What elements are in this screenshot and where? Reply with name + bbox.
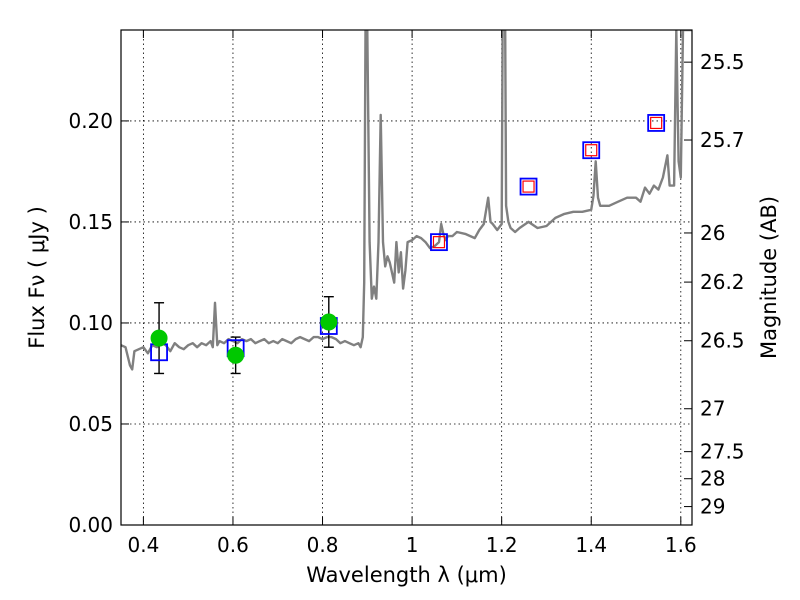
- y-tick-label: 0.10: [68, 311, 113, 335]
- x-tick-label: 1.2: [486, 533, 518, 557]
- y-tick-label: 0.05: [68, 412, 113, 436]
- magnitude-axis-label: Magnitude (AB): [757, 196, 781, 359]
- x-tick-label: 0.8: [307, 533, 339, 557]
- magnitude-tick-label: 25.5: [700, 50, 745, 74]
- spectrum-line: [121, 30, 692, 371]
- y-tick-label: 0.15: [68, 210, 113, 234]
- model-blue-square: [430, 233, 448, 252]
- y-axis-label: Flux Fν ( μJy ): [25, 206, 49, 349]
- x-tick-label: 0.6: [217, 533, 249, 557]
- observed-point: [150, 329, 168, 347]
- x-tick-label: 1.4: [575, 533, 607, 557]
- model-red-square: [650, 116, 663, 130]
- x-tick-label: 0.4: [127, 533, 159, 557]
- plot-frame: [120, 29, 693, 526]
- magnitude-tick-label: 26.2: [700, 270, 745, 294]
- magnitude-tick-label: 26.5: [700, 329, 745, 353]
- y-tick-label: 0.00: [68, 513, 113, 537]
- magnitude-tick-label: 27.5: [700, 440, 745, 464]
- x-tick-label: 1.6: [665, 533, 697, 557]
- model-red-square: [432, 236, 446, 249]
- model-blue-square: [519, 177, 538, 196]
- x-tick-label: 1: [406, 533, 419, 557]
- x-axis-label: Wavelength λ (μm): [306, 563, 507, 587]
- magnitude-tick-label: 28: [700, 467, 725, 491]
- magnitude-tick-label: 26: [700, 221, 725, 245]
- magnitude-tick-label: 25.7: [700, 128, 745, 152]
- grid-lines: [121, 30, 692, 526]
- magnitude-tick-label: 29: [700, 495, 725, 519]
- photometry-layer: [150, 114, 666, 375]
- observed-point: [227, 346, 245, 364]
- model-blue-square: [582, 141, 601, 160]
- observed-point: [320, 313, 338, 331]
- magnitude-tick-label: 27: [700, 397, 725, 421]
- spectrum-layer: [121, 30, 692, 371]
- y-tick-label: 0.20: [68, 109, 113, 133]
- model-red-square: [585, 144, 598, 157]
- model-blue-square: [647, 114, 666, 132]
- axis-ticks: 0.4 0.6 0.8 1 1.2 1.4 1.6 0.00 0.05 0.10 0.15 0.20 2…: [68, 30, 745, 557]
- model-red-square: [522, 180, 535, 193]
